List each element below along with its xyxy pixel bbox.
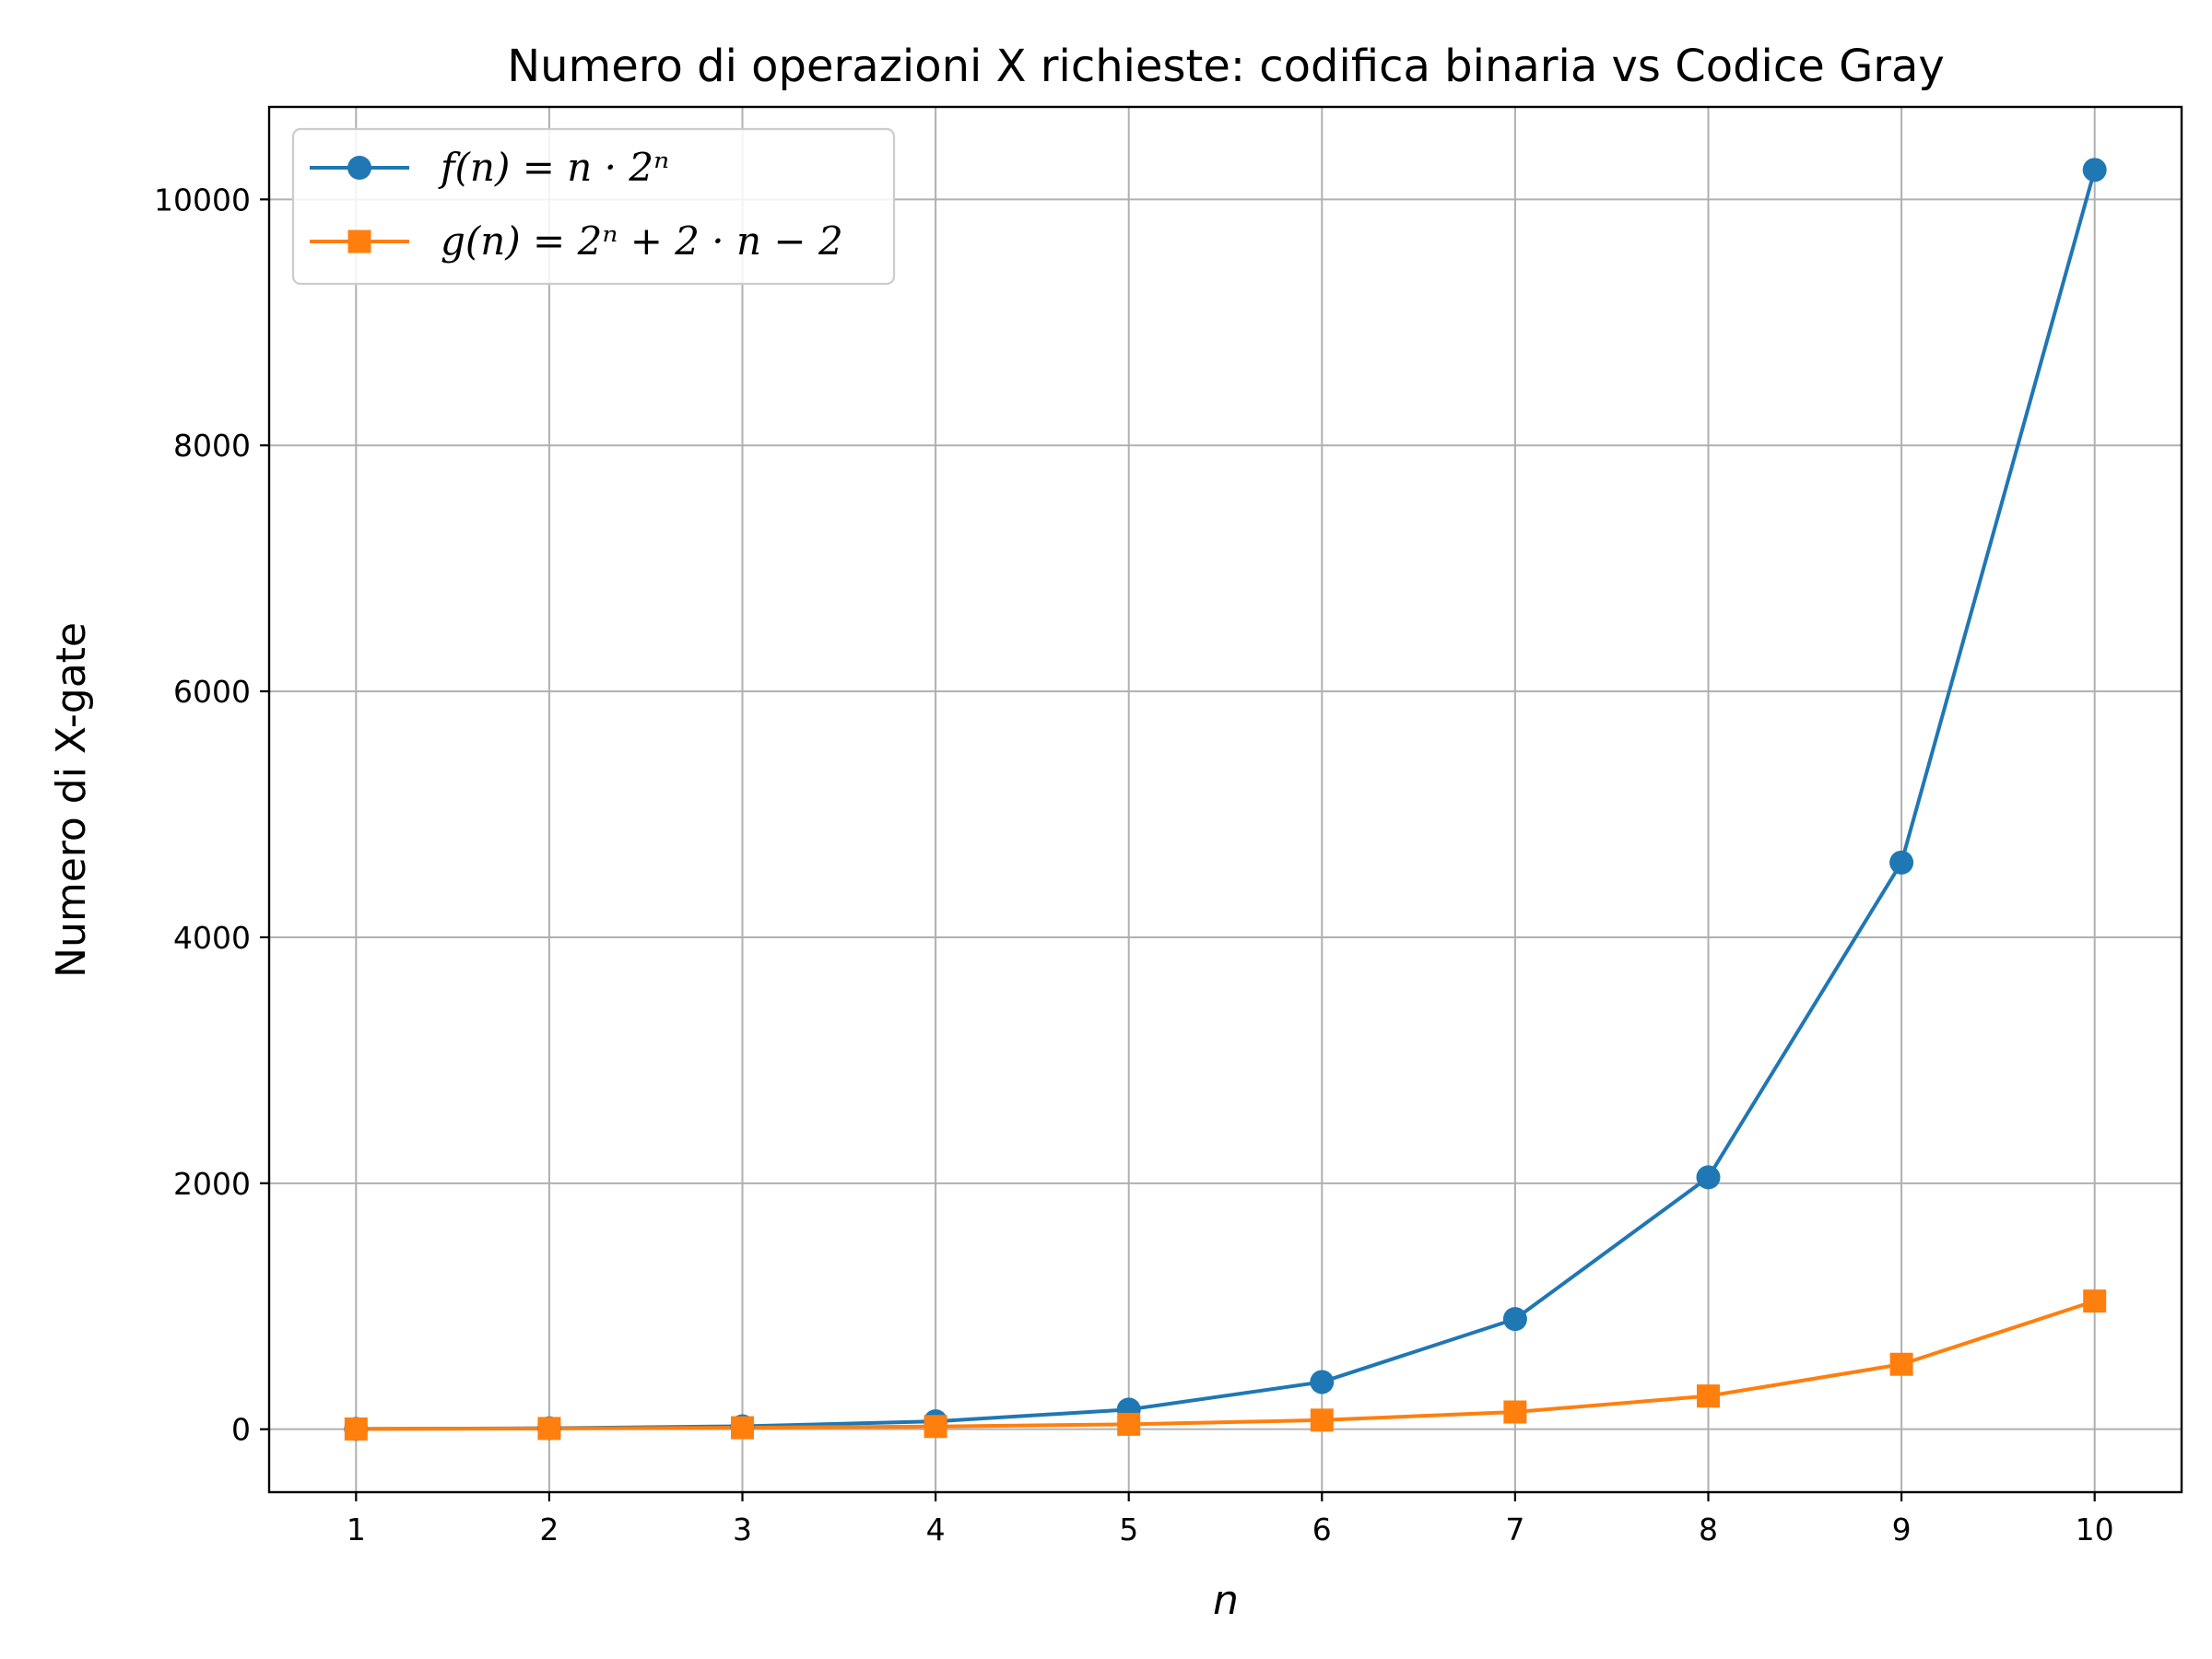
legend-box: [291, 127, 896, 286]
y-tick-label: 2000: [173, 1166, 251, 1202]
series-2-point: [1503, 1400, 1527, 1424]
legend-marker-2: [347, 229, 371, 253]
y-tick-label: 8000: [173, 428, 251, 464]
series-1-point: [1502, 1307, 1527, 1332]
series-1-point: [1696, 1165, 1721, 1190]
x-tick-label: 3: [733, 1512, 752, 1547]
legend-marker-1: [347, 156, 371, 180]
x-tick-label: 1: [347, 1512, 366, 1547]
series-2-point: [1696, 1384, 1720, 1408]
x-tick-label: 4: [926, 1512, 946, 1547]
y-tick-label: 6000: [173, 674, 251, 710]
x-tick-label: 2: [539, 1512, 559, 1547]
series-2-point: [537, 1417, 561, 1441]
series-2-point: [1117, 1412, 1141, 1436]
legend-label-1: f(n) = n · 2ⁿ: [438, 145, 669, 190]
x-tick-label: 10: [2076, 1512, 2114, 1547]
series-2-point: [731, 1416, 755, 1440]
x-tick-label: 9: [1892, 1512, 1912, 1547]
series-2-point: [1889, 1352, 1913, 1376]
x-tick-label: 5: [1119, 1512, 1138, 1547]
x-tick-label: 8: [1699, 1512, 1718, 1547]
legend: f(n) = n · 2ⁿ g(n) = 2ⁿ + 2 · n − 2: [291, 127, 896, 286]
grid-lines: [269, 107, 2182, 1492]
series-2-point: [344, 1417, 368, 1441]
series-1-point: [1310, 1370, 1335, 1394]
series-1-point: [2082, 158, 2107, 182]
axis-ticks: 1 2 3 4 5 6 7 8 9 10 0 2000 4000 6000 8000 10000: [154, 182, 2114, 1547]
series-2-point: [1310, 1408, 1334, 1432]
series-line-2: [356, 1299, 2096, 1431]
x-tick-label: 7: [1505, 1512, 1524, 1547]
x-axis-label: n: [1213, 1577, 1239, 1624]
series-lines: [356, 169, 2097, 1431]
chart-title: Numero di operazioni X richieste: codifi…: [507, 41, 1945, 92]
legend-label-2: g(n) = 2ⁿ + 2 · n − 2: [441, 218, 843, 264]
series-2-point: [924, 1415, 947, 1439]
series-1-point: [1889, 850, 1914, 875]
series-2-point: [2083, 1289, 2107, 1313]
y-tick-label: 4000: [173, 920, 251, 956]
y-axis-label: Numero di X-gate: [48, 622, 95, 978]
x-tick-label: 6: [1312, 1512, 1332, 1547]
y-tick-label: 10000: [154, 182, 251, 218]
y-tick-label: 0: [231, 1412, 251, 1448]
series-markers: [344, 158, 2107, 1441]
plot-frame: [267, 105, 2183, 1494]
